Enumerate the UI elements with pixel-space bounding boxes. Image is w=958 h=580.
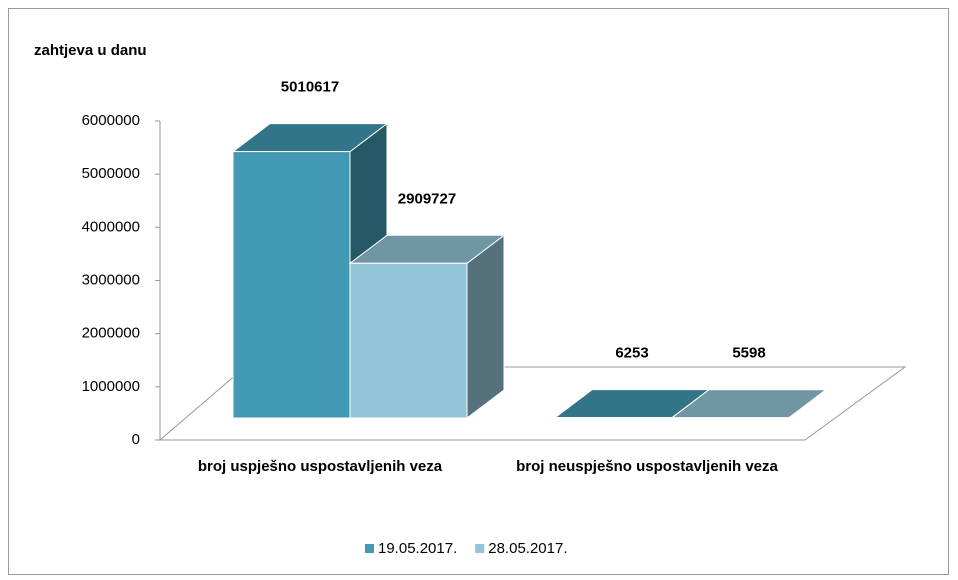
y-tick-label: 6000000: [82, 112, 140, 129]
bar-side: [466, 234, 505, 420]
x-tick-label: broj uspješno uspostavljenih veza: [197, 458, 443, 475]
x-tick-label: broj neuspješno uspostavljenih veza: [516, 458, 778, 475]
value-label: 2909727: [398, 190, 456, 207]
y-tick-label: 2000000: [82, 325, 140, 342]
y-tick-label: 0: [132, 431, 140, 448]
bar: [349, 262, 468, 419]
y-tick-label: 3000000: [82, 271, 140, 288]
legend-label: 28.05.2017.: [488, 540, 567, 557]
y-tick-label: 4000000: [82, 218, 140, 235]
bar: [232, 151, 351, 419]
legend-swatch: [475, 544, 485, 553]
value-label: 6253: [615, 345, 648, 362]
value-label: 5010617: [281, 79, 339, 96]
bar: [554, 417, 673, 419]
y-tick-label: 1000000: [82, 378, 140, 395]
legend-swatch: [365, 544, 374, 553]
y-tick-label: 5000000: [82, 165, 140, 182]
value-label: 5598: [732, 345, 765, 362]
bar: [671, 417, 790, 419]
y-axis-title: zahtjeva u danu: [34, 42, 147, 59]
legend-label: 19.05.2017.: [378, 540, 457, 557]
